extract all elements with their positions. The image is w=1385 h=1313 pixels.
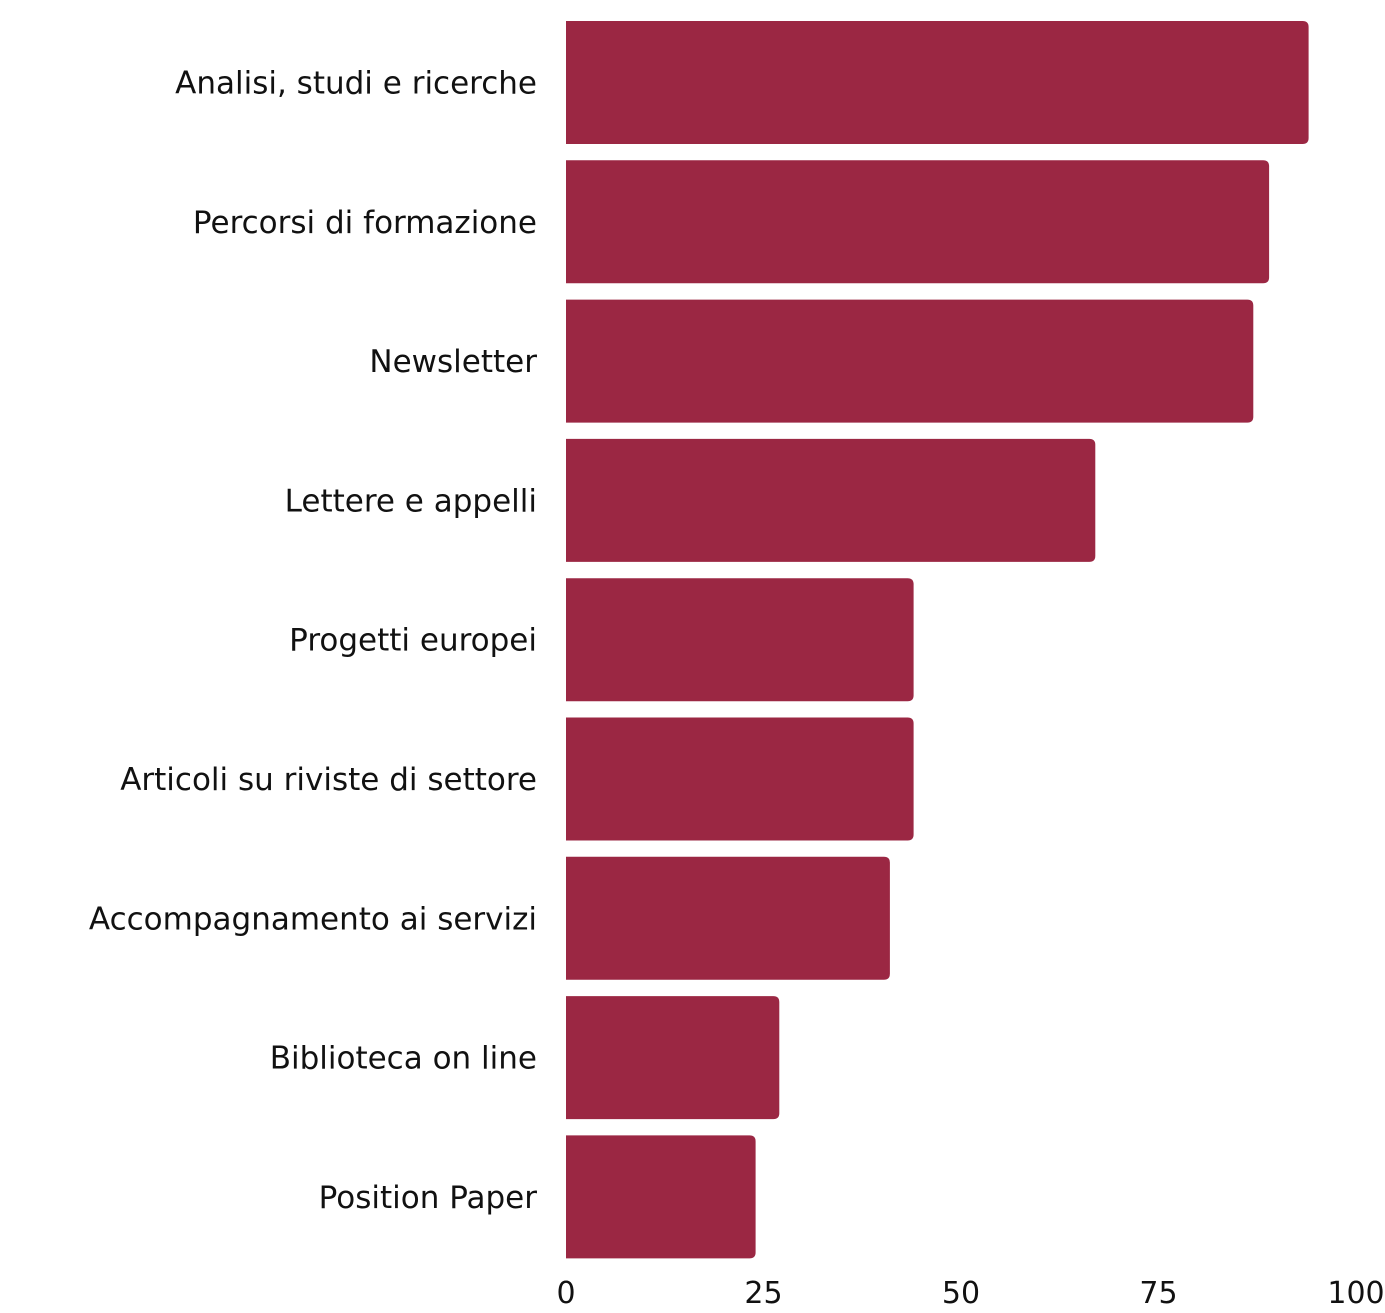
bar-4 xyxy=(566,578,914,702)
x-axis-ticks: 0 25 50 75 100 xyxy=(556,1276,1384,1311)
bar-8 xyxy=(566,1135,756,1259)
bar-5 xyxy=(566,717,914,841)
category-label-7: Biblioteca on line xyxy=(270,1041,537,1077)
category-labels: Analisi, studi e ricerche Percorsi di for… xyxy=(89,66,537,1216)
category-label-5: Articoli su riviste di settore xyxy=(120,762,537,798)
category-label-2: Newsletter xyxy=(369,344,537,380)
bar-2 xyxy=(566,299,1254,423)
bars-group xyxy=(566,21,1309,1259)
x-tick-label-3: 75 xyxy=(1139,1276,1177,1311)
bar-0 xyxy=(566,21,1309,144)
bar-3 xyxy=(566,438,1096,562)
bar-7 xyxy=(566,996,780,1120)
bar-1 xyxy=(566,160,1270,284)
category-label-3: Lettere e appelli xyxy=(285,483,537,519)
x-tick-label-0: 0 xyxy=(556,1276,575,1311)
category-label-6: Accompagnamento ai servizi xyxy=(89,901,537,937)
x-tick-label-4: 100 xyxy=(1327,1276,1384,1311)
x-tick-label-2: 50 xyxy=(942,1276,980,1311)
bar-6 xyxy=(566,856,890,980)
category-label-0: Analisi, studi e ricerche xyxy=(175,66,537,102)
category-label-8: Position Paper xyxy=(319,1180,538,1216)
x-tick-label-1: 25 xyxy=(744,1276,782,1311)
category-label-1: Percorsi di formazione xyxy=(193,205,537,241)
category-label-4: Progetti europei xyxy=(289,623,537,659)
